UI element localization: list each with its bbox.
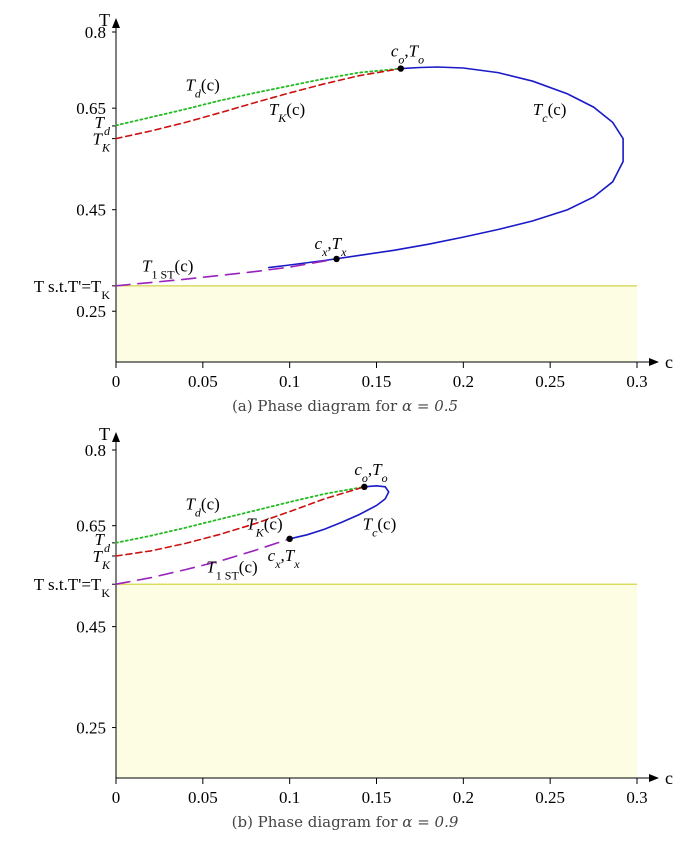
point-marker xyxy=(333,255,340,263)
series-label-T1ST: T1 ST(c) xyxy=(206,558,257,583)
y-tick-label: 0.25 xyxy=(76,302,106,321)
series-line-Tc xyxy=(268,66,624,269)
x-tick-label: 0.1 xyxy=(279,788,300,807)
x-tick-label: 0.1 xyxy=(279,372,300,391)
x-tick-label: 0.15 xyxy=(362,788,392,807)
series-label-Td: Td(c) xyxy=(185,495,219,520)
x-tick-label: 0.25 xyxy=(535,372,565,391)
series-label-Tc: Tc(c) xyxy=(533,100,567,125)
phase-diagram-panel-b: Tc 0 0.05 0.1 0.15 0.2 0.25 0.3 0.25 0.45 0.65 0.8 T… xyxy=(34,424,673,831)
phase-diagram-panel-a: Tc 0 0.05 0.1 0.15 0.2 0.25 0.3 0.25 0.45 0.65 0.8 T… xyxy=(34,10,673,415)
x-tick-label: 0.05 xyxy=(188,372,218,391)
point-label: cx,Tx xyxy=(268,546,301,571)
x-tick-label: 0.3 xyxy=(626,788,647,807)
y-tick-label: 0.45 xyxy=(76,201,106,220)
series-line-Td xyxy=(115,67,402,127)
y-axis-title: T xyxy=(99,10,110,30)
series-label-Td: Td(c) xyxy=(185,75,219,100)
y-tick-label: 0.8 xyxy=(85,23,106,42)
x-tick-label: 0.2 xyxy=(453,372,474,391)
y-tick-label: 0.65 xyxy=(76,517,106,536)
x-tick-label: 0.2 xyxy=(453,788,474,807)
series-line-T1ST xyxy=(115,258,338,287)
y-special-label: Td xyxy=(95,113,111,138)
series-label-TK: TK(c) xyxy=(246,515,282,540)
x-axis-title: c xyxy=(665,768,673,788)
series-line-TK xyxy=(115,486,366,557)
x-tick-label: 0.25 xyxy=(535,788,565,807)
shaded-region xyxy=(116,584,637,778)
y-tick-label: 0.8 xyxy=(85,441,106,460)
series-label-Tc: Tc(c) xyxy=(363,515,397,540)
panel-caption: (b) Phase diagram for α = 0.9 xyxy=(232,813,459,831)
series-line-TK xyxy=(115,67,402,140)
series-line-Td xyxy=(115,485,366,544)
panel-caption: (a) Phase diagram for α = 0.5 xyxy=(232,397,458,415)
y-special-label: T s.t.T'=TK xyxy=(34,277,111,302)
point-label: co,To xyxy=(391,42,424,67)
y-axis-title: T xyxy=(99,424,110,444)
point-marker xyxy=(397,65,405,72)
point-marker xyxy=(361,483,368,491)
series-line-T1ST xyxy=(115,538,291,585)
point-marker xyxy=(286,535,293,543)
y-special-label: TK xyxy=(93,130,111,155)
y-tick-label: 0.25 xyxy=(76,719,106,738)
x-axis-title: c xyxy=(665,352,673,372)
series-line-Tc xyxy=(288,484,390,540)
y-tick-label: 0.45 xyxy=(76,618,106,637)
series-label-TK: TK(c) xyxy=(269,100,305,125)
shaded-region xyxy=(116,285,637,362)
y-special-label: Td xyxy=(95,530,111,555)
y-special-label: TK xyxy=(93,547,111,572)
y-tick-label: 0.65 xyxy=(76,99,106,118)
x-tick-label: 0.3 xyxy=(626,372,647,391)
point-label: cx,Tx xyxy=(315,234,348,259)
x-tick-label: 0 xyxy=(112,788,121,807)
point-label: co,To xyxy=(354,460,387,485)
x-tick-label: 0.15 xyxy=(362,372,392,391)
x-tick-label: 0.05 xyxy=(188,788,218,807)
y-special-label: T s.t.T'=TK xyxy=(34,575,111,600)
x-tick-label: 0 xyxy=(112,372,121,391)
series-label-T1ST: T1 ST(c) xyxy=(142,257,193,282)
